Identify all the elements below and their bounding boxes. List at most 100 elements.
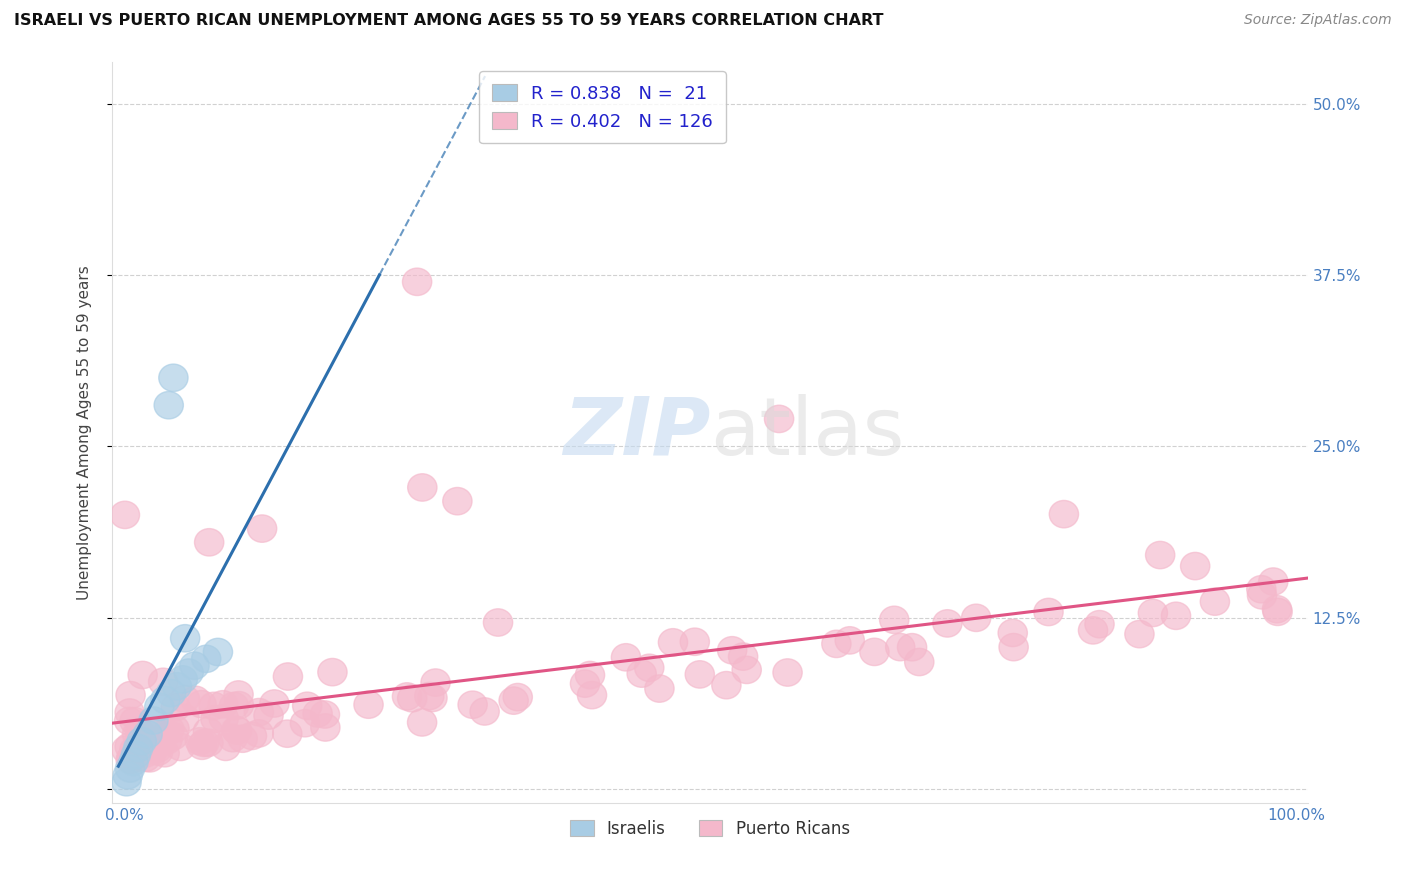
Ellipse shape (159, 723, 188, 750)
Ellipse shape (121, 745, 149, 772)
Ellipse shape (170, 624, 200, 652)
Ellipse shape (765, 405, 794, 433)
Ellipse shape (162, 694, 190, 721)
Legend: Israelis, Puerto Ricans: Israelis, Puerto Ricans (562, 812, 858, 847)
Ellipse shape (1263, 599, 1292, 625)
Ellipse shape (115, 681, 145, 709)
Ellipse shape (962, 604, 991, 632)
Ellipse shape (733, 657, 761, 683)
Ellipse shape (717, 637, 747, 664)
Ellipse shape (122, 736, 152, 764)
Ellipse shape (155, 715, 184, 743)
Ellipse shape (484, 608, 513, 636)
Ellipse shape (1146, 541, 1175, 569)
Ellipse shape (835, 627, 865, 654)
Ellipse shape (131, 738, 160, 764)
Ellipse shape (194, 529, 224, 556)
Ellipse shape (658, 629, 688, 656)
Ellipse shape (135, 731, 163, 758)
Ellipse shape (238, 723, 267, 749)
Ellipse shape (880, 607, 908, 633)
Ellipse shape (311, 714, 340, 741)
Ellipse shape (415, 682, 444, 710)
Ellipse shape (503, 683, 533, 711)
Ellipse shape (273, 720, 302, 747)
Ellipse shape (612, 644, 641, 671)
Ellipse shape (115, 755, 145, 782)
Ellipse shape (155, 392, 183, 419)
Ellipse shape (224, 681, 253, 708)
Ellipse shape (575, 661, 605, 689)
Ellipse shape (470, 698, 499, 725)
Ellipse shape (120, 707, 149, 735)
Y-axis label: Unemployment Among Ages 55 to 59 years: Unemployment Among Ages 55 to 59 years (77, 265, 91, 600)
Ellipse shape (200, 692, 228, 720)
Ellipse shape (1258, 568, 1288, 595)
Text: ZIP: ZIP (562, 393, 710, 472)
Ellipse shape (186, 728, 215, 755)
Ellipse shape (245, 698, 274, 726)
Ellipse shape (886, 633, 915, 661)
Ellipse shape (247, 515, 277, 542)
Ellipse shape (110, 501, 139, 529)
Text: atlas: atlas (710, 393, 904, 472)
Ellipse shape (222, 717, 252, 744)
Ellipse shape (681, 628, 710, 656)
Ellipse shape (125, 719, 155, 747)
Ellipse shape (1181, 552, 1209, 580)
Ellipse shape (458, 691, 488, 718)
Ellipse shape (1201, 588, 1230, 615)
Ellipse shape (181, 686, 209, 714)
Ellipse shape (1000, 633, 1028, 661)
Ellipse shape (1033, 599, 1063, 625)
Ellipse shape (160, 715, 190, 742)
Ellipse shape (117, 745, 146, 772)
Ellipse shape (1125, 621, 1154, 648)
Ellipse shape (1263, 596, 1292, 623)
Ellipse shape (120, 748, 148, 775)
Ellipse shape (193, 717, 222, 745)
Ellipse shape (125, 739, 155, 767)
Ellipse shape (634, 654, 664, 681)
Ellipse shape (1139, 599, 1167, 627)
Ellipse shape (402, 268, 432, 295)
Ellipse shape (932, 610, 962, 637)
Ellipse shape (222, 716, 252, 744)
Ellipse shape (180, 652, 209, 680)
Ellipse shape (170, 685, 200, 713)
Ellipse shape (443, 487, 472, 515)
Ellipse shape (499, 687, 529, 714)
Ellipse shape (145, 693, 174, 721)
Ellipse shape (998, 619, 1028, 647)
Ellipse shape (122, 721, 152, 748)
Ellipse shape (318, 658, 347, 686)
Ellipse shape (148, 715, 177, 743)
Ellipse shape (115, 698, 145, 726)
Ellipse shape (420, 669, 450, 697)
Ellipse shape (143, 738, 173, 765)
Ellipse shape (398, 685, 427, 712)
Ellipse shape (187, 690, 217, 718)
Ellipse shape (191, 645, 221, 673)
Ellipse shape (162, 673, 191, 700)
Ellipse shape (150, 739, 180, 767)
Ellipse shape (211, 733, 240, 761)
Ellipse shape (311, 701, 340, 728)
Ellipse shape (190, 730, 219, 756)
Ellipse shape (1247, 582, 1277, 609)
Ellipse shape (408, 709, 437, 736)
Ellipse shape (194, 729, 224, 756)
Ellipse shape (156, 680, 186, 706)
Ellipse shape (187, 732, 217, 759)
Ellipse shape (1078, 616, 1108, 644)
Ellipse shape (170, 704, 200, 731)
Ellipse shape (135, 745, 165, 772)
Ellipse shape (219, 692, 249, 720)
Ellipse shape (418, 684, 447, 712)
Ellipse shape (627, 660, 657, 688)
Ellipse shape (228, 725, 257, 753)
Ellipse shape (354, 691, 384, 718)
Ellipse shape (821, 630, 851, 657)
Ellipse shape (897, 633, 927, 661)
Ellipse shape (578, 681, 606, 709)
